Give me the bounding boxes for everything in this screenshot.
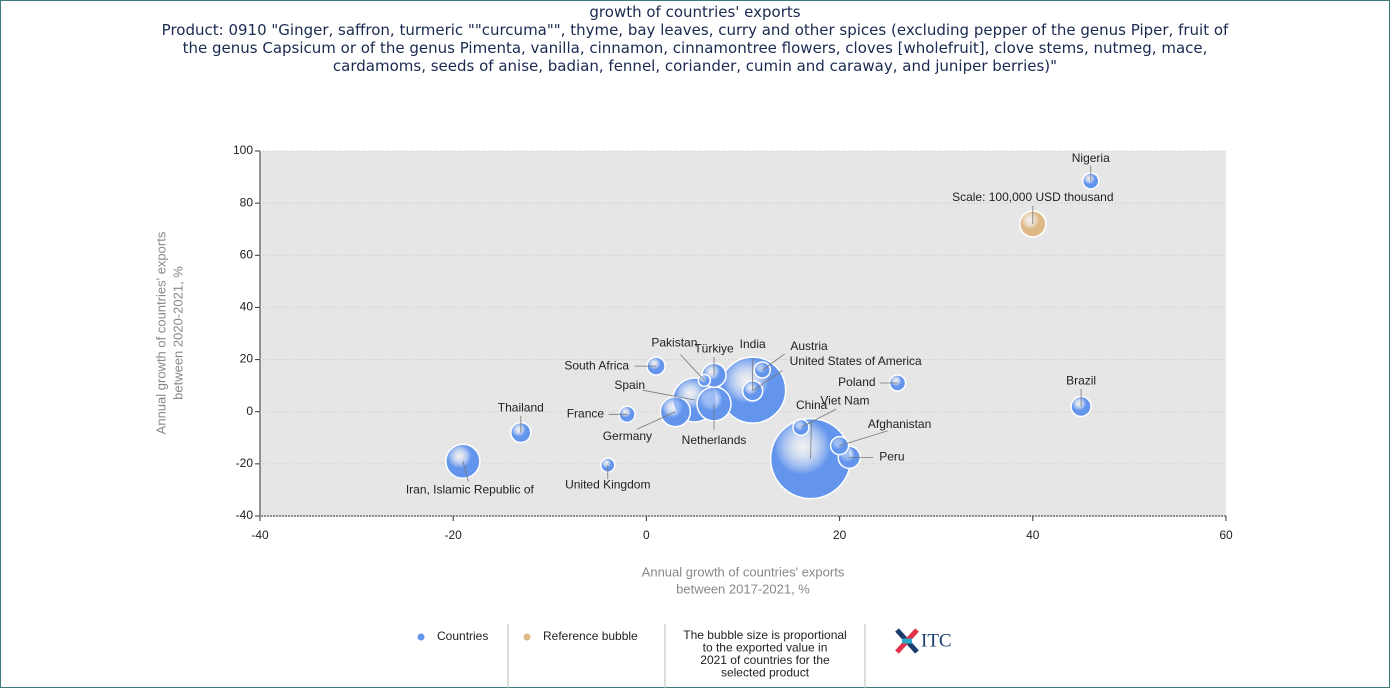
legend-marker [417,633,425,641]
point-label: Afghanistan [868,417,931,431]
leader-line [680,354,705,381]
point-label: Thailand [498,401,544,415]
y-axis-label: Annual growth of countries' exports [153,231,168,434]
point-label: Pakistan [651,336,697,350]
x-tick-label: -20 [445,528,463,542]
point-label: Austria [790,339,828,353]
point-label: Viet Nam [820,394,869,408]
point-label: India [740,337,766,351]
plot-area [260,151,1226,516]
x-tick-label: 40 [1026,528,1040,542]
x-axis-label: Annual growth of countries' exports [642,564,845,579]
y-tick-label: 100 [233,143,253,157]
logo-text: ITC [921,630,952,651]
chart-title: growth of countries' exports [589,3,801,21]
point-label: Nigeria [1072,151,1110,165]
legend-label: Reference bubble [543,629,638,643]
x-tick-label: 60 [1219,528,1233,542]
leader-line [810,421,812,459]
point-label: Brazil [1066,374,1096,388]
point-label: Poland [838,375,875,389]
point-label: United States of America [790,354,922,368]
point-label: Spain [614,378,645,392]
legend-note: The bubble size is proportional [683,628,846,642]
logo-icon [895,628,919,654]
x-tick-label: 20 [833,528,847,542]
point-label: South Africa [564,358,629,372]
leader-line [636,411,676,430]
y-axis-label: between 2020-2021, % [170,266,185,400]
chart-subtitle: Product: 0910 "Ginger, saffron, turmeric… [161,21,1229,75]
point-label: Netherlands [682,433,747,447]
point-label: France [567,406,605,420]
point-label: Türkiye [694,341,734,355]
point-label: Scale: 100,000 USD thousand [952,190,1113,204]
legend-marker [523,633,531,641]
y-tick-label: 40 [240,300,254,314]
x-axis-label: between 2017-2021, % [676,581,810,596]
leader-line [800,408,837,428]
leader-line [642,389,695,401]
x-tick-label: 0 [643,528,650,542]
y-tick-label: -40 [236,508,254,522]
point-label: United Kingdom [565,477,650,491]
leader-line [762,353,785,371]
y-tick-label: 80 [240,195,254,209]
point-label: China [796,398,828,412]
y-tick-label: 60 [240,247,254,261]
point-label: Peru [879,450,904,464]
y-tick-label: 20 [240,352,254,366]
legend-note: 2021 of countries for the [700,653,830,667]
legend-note: selected product [721,666,810,680]
leader-line [839,430,888,446]
leader-line [752,370,783,392]
point-label: Germany [603,429,652,443]
header: growth of countries' exports Product: 09… [150,3,1240,75]
bubble [829,435,850,456]
y-tick-label: -20 [236,456,254,470]
legend-label: Countries [437,629,488,643]
y-tick-label: 0 [246,404,253,418]
leader-line [462,461,469,482]
x-tick-label: -40 [251,528,269,542]
point-label: Iran, Islamic Republic of [406,482,535,496]
legend-note: to the exported value in [703,641,828,655]
